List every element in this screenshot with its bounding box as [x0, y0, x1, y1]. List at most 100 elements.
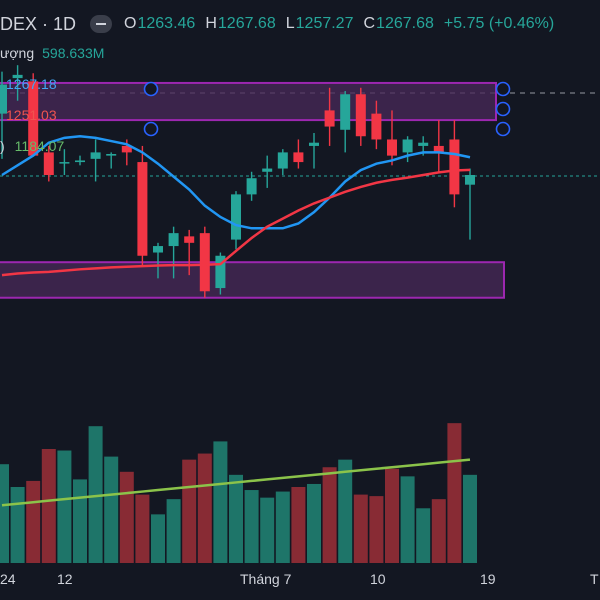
volume-bar — [10, 487, 25, 563]
candle-body — [168, 233, 179, 247]
candle-body — [355, 94, 366, 137]
x-tick-label: 12 — [57, 571, 73, 587]
zone-handle[interactable] — [143, 81, 159, 97]
open-label: O — [124, 15, 137, 32]
volume-bar — [229, 474, 243, 563]
x-tick-label: T — [590, 571, 599, 587]
volume-legend: ượng 598.633M — [0, 45, 104, 61]
low-label: L — [285, 15, 295, 32]
candle-body — [387, 139, 397, 156]
candles-layer — [0, 65, 475, 298]
close-label: C — [363, 15, 376, 32]
close-value: 1267.68 — [376, 15, 434, 32]
candle-body — [402, 139, 413, 153]
candle-body — [433, 145, 444, 153]
ma-green-legend: ) 1184.07 — [0, 138, 64, 154]
candle-body — [90, 152, 101, 159]
candle-body — [340, 94, 351, 130]
volume-label: ượng — [0, 45, 35, 61]
collapse-legend-button[interactable] — [90, 15, 113, 33]
volume-bar — [119, 471, 134, 563]
volume-pane — [0, 423, 477, 563]
volume-bar — [322, 467, 337, 563]
volume-bar — [338, 459, 353, 563]
volume-value: 598.633M — [42, 45, 105, 61]
candle-body — [293, 152, 304, 163]
resistance-zone — [0, 81, 497, 122]
candle-body — [0, 84, 7, 114]
volume-bar — [275, 491, 290, 563]
volume-bar — [213, 441, 228, 563]
candle-body — [371, 113, 382, 140]
volume-bar — [447, 423, 462, 563]
high-value: 1267.68 — [217, 15, 276, 32]
volume-bar — [57, 450, 72, 563]
volume-bar — [369, 496, 384, 563]
volume-bar — [291, 487, 306, 563]
candle-body — [277, 152, 288, 169]
volume-bar — [197, 453, 212, 563]
volume-ma-line — [1, 458, 471, 507]
minus-icon — [96, 23, 107, 25]
ma-long-line — [1, 168, 471, 277]
volume-bar — [182, 459, 197, 563]
volume-bar — [385, 468, 399, 563]
candle-body — [59, 162, 70, 164]
high-label: H — [205, 15, 217, 32]
volume-bar — [151, 514, 165, 563]
volume-bar — [104, 456, 119, 563]
candle-body — [106, 154, 117, 156]
candle-body — [137, 162, 148, 256]
candle-body — [75, 160, 85, 163]
zone-handles[interactable] — [143, 81, 511, 137]
volume-bar — [41, 449, 56, 563]
zone-handle[interactable] — [495, 101, 511, 117]
symbol-header: DEX · 1D O 1263.46 H 1267.68 L 1257.27 C 126… — [0, 12, 554, 36]
candle-body — [465, 175, 475, 185]
candle-body — [324, 110, 335, 127]
candle-body — [449, 139, 460, 195]
candle-body — [12, 74, 23, 79]
symbol-label[interactable]: DEX · 1D — [0, 13, 77, 34]
candle-body — [199, 233, 210, 292]
volume-bar — [400, 476, 415, 563]
candle-body — [262, 168, 273, 172]
change-value: +5.75 (+0.46%) — [443, 15, 555, 32]
ma-green-value: 1184.07 — [14, 138, 65, 154]
zone-handle[interactable] — [143, 121, 159, 137]
volume-bar — [26, 480, 41, 563]
zone-handle[interactable] — [495, 81, 511, 97]
candle-body — [231, 194, 241, 240]
candle-body — [121, 145, 132, 153]
candle-body — [309, 142, 319, 146]
low-value: 1257.27 — [295, 15, 354, 32]
volume-bar — [166, 499, 181, 563]
ma-short-value: 1267.18 — [6, 76, 57, 92]
volume-bar — [135, 494, 150, 563]
x-tick-label: 19 — [480, 571, 496, 587]
volume-bar — [73, 479, 87, 563]
volume-bar — [416, 508, 431, 563]
volume-bar — [353, 494, 368, 563]
volume-bar — [88, 426, 103, 563]
support-zone — [0, 261, 505, 299]
candle-body — [153, 246, 163, 253]
volume-bar — [260, 497, 275, 563]
candle-body — [28, 81, 39, 156]
ma-layer — [1, 134, 471, 277]
volume-bar — [244, 490, 259, 563]
x-tick-label: 10 — [370, 571, 386, 587]
x-tick-label: Tháng 7 — [240, 571, 292, 587]
ma-short-line — [1, 134, 471, 230]
zone-handle[interactable] — [495, 121, 511, 137]
volume-bar — [0, 464, 9, 563]
candle-body — [43, 152, 54, 175]
candle-body — [215, 255, 226, 289]
x-tick-label: 24 — [0, 571, 16, 587]
ma-green-prefix: ) — [0, 138, 5, 154]
volume-bar — [307, 483, 321, 563]
candle-body — [246, 178, 257, 195]
ma-long-value: 1251.03 — [6, 107, 57, 123]
open-value: 1263.46 — [137, 15, 196, 32]
